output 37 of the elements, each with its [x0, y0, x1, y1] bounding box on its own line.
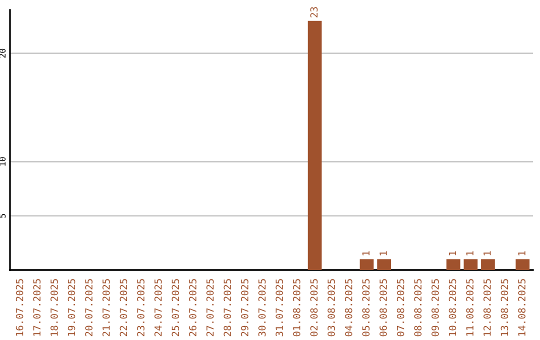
x-tick-label: 06.08.2025: [380, 279, 387, 336]
x-tick-label: 09.08.2025: [432, 279, 439, 336]
data-label: 23: [310, 7, 318, 18]
x-tick-label: 25.07.2025: [172, 279, 180, 336]
x-tick-label: 24.07.2025: [154, 279, 162, 336]
x-tick-label: 01.08.2025: [292, 279, 300, 336]
x-tick-label: 26.07.2025: [189, 279, 196, 336]
x-tick-label: 27.07.2025: [206, 279, 214, 336]
x-tick-label: 02.08.2025: [310, 279, 318, 336]
x-tick-label: 14.08.2025: [518, 279, 526, 336]
data-label: 1: [380, 251, 387, 256]
x-tick-label: 31.07.2025: [276, 279, 284, 336]
x-tick-label: 28.07.2025: [224, 279, 232, 336]
x-tick-label: 17.07.2025: [33, 279, 41, 336]
x-tick-label: 03.08.2025: [328, 279, 335, 336]
x-tick-label: 21.07.2025: [102, 279, 110, 336]
x-tick-label: 19.07.2025: [68, 279, 76, 336]
x-tick-label: 12.08.2025: [483, 279, 491, 336]
x-tick-label: 05.08.2025: [362, 279, 370, 336]
data-label: 1: [484, 251, 491, 256]
x-tick-label: 13.08.2025: [500, 279, 508, 336]
x-tick-label: 18.07.2025: [50, 279, 58, 336]
data-label: 1: [466, 251, 474, 256]
x-tick-label: 10.08.2025: [448, 279, 456, 336]
x-tick-label: 11.08.2025: [466, 279, 474, 336]
data-label: 1: [448, 251, 456, 256]
data-label: 1: [518, 251, 526, 256]
x-tick-label: 08.08.2025: [414, 279, 422, 336]
x-tick-label: 20.07.2025: [85, 279, 93, 336]
data-label: 1: [362, 251, 370, 256]
x-tick-label: 30.07.2025: [258, 279, 266, 336]
x-tick-label: 23.07.2025: [137, 279, 144, 336]
x-tick-label: 04.08.2025: [344, 279, 352, 336]
x-tick-label: 22.07.2025: [120, 279, 128, 336]
x-tick-label: 16.07.2025: [16, 279, 24, 336]
x-tick-label: 29.07.2025: [241, 279, 248, 336]
x-tick-label: 07.08.2025: [396, 279, 404, 336]
